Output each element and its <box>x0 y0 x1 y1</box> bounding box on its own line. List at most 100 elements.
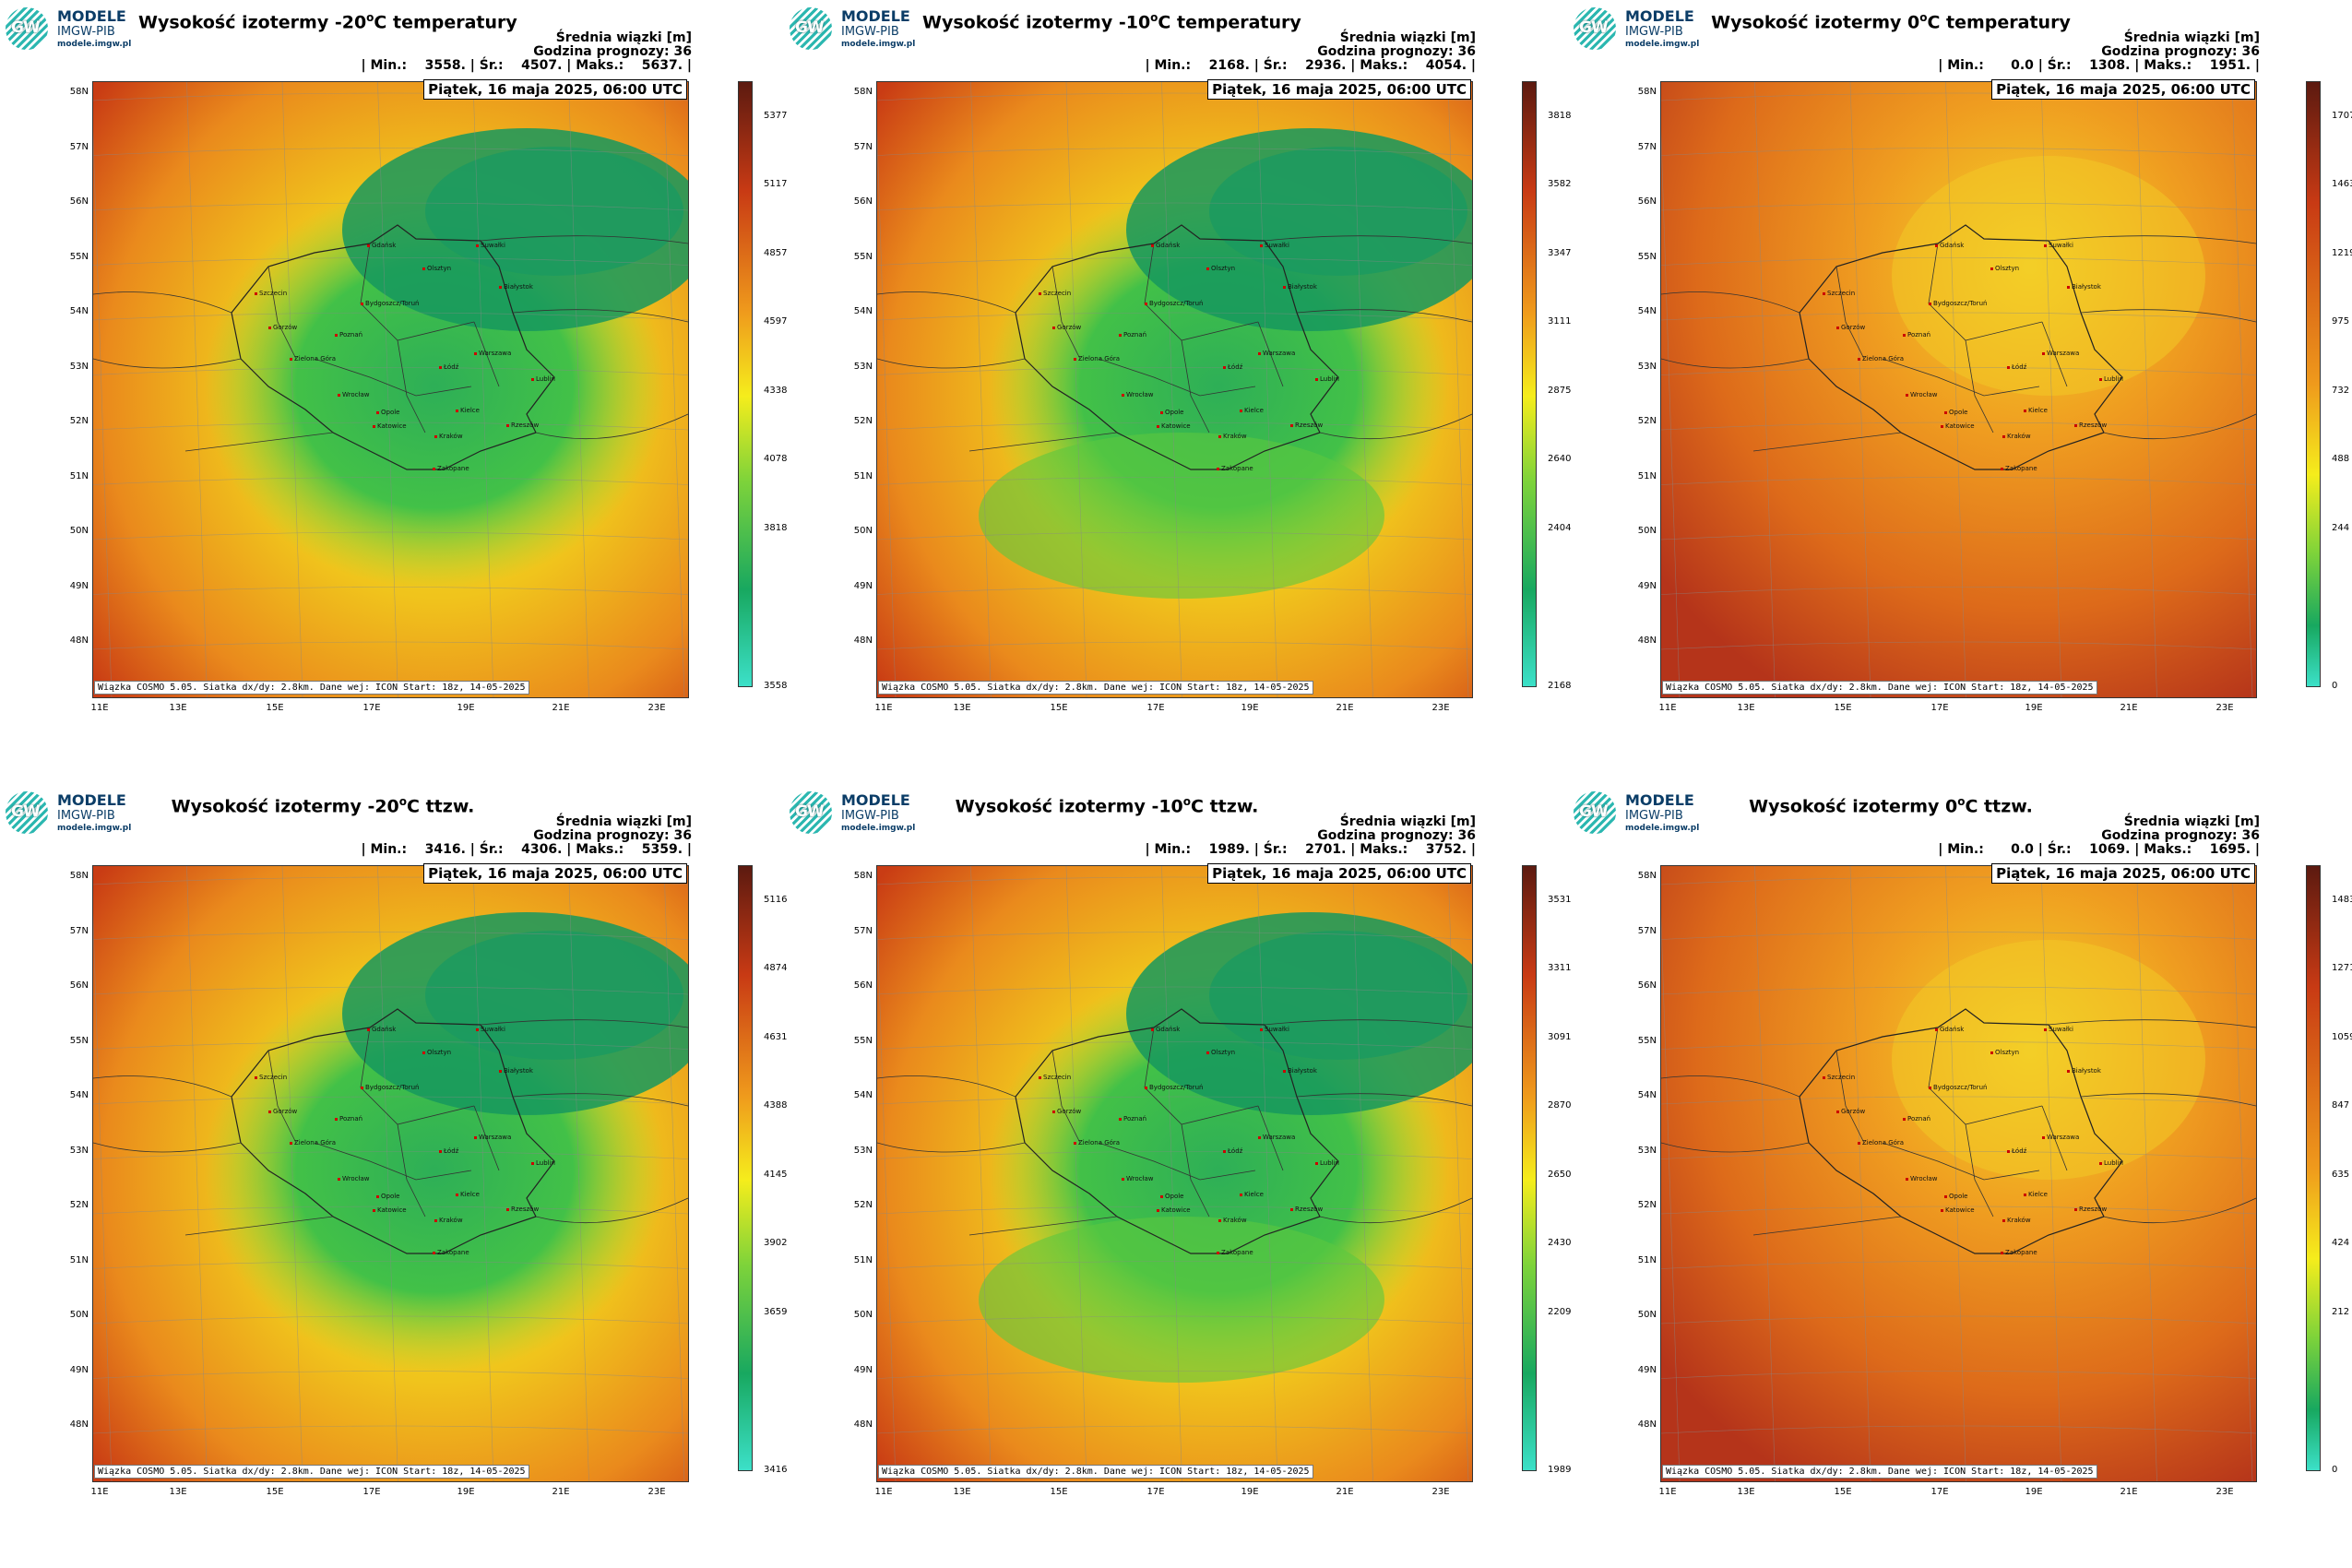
average-label: Średnia wiązki [m] <box>555 814 692 829</box>
lat-label: 50N <box>1637 1310 1657 1320</box>
valid-date: Piątek, 16 maja 2025, 06:00 UTC <box>1207 863 1471 884</box>
color-scale-label: 732 <box>2332 386 2350 396</box>
city-label: Poznań <box>335 331 362 339</box>
lat-label: 53N <box>69 1145 89 1156</box>
lon-label: 23E <box>1431 1487 1450 1497</box>
valid-date: Piątek, 16 maja 2025, 06:00 UTC <box>423 79 687 100</box>
city-label: Zakopane <box>433 1249 469 1256</box>
color-scale-label: 4597 <box>764 316 788 327</box>
lat-label: 48N <box>853 636 873 646</box>
lon-label: 17E <box>1930 703 1949 713</box>
lon-label: 21E <box>552 703 570 713</box>
logo-line2: IMGW-PIB <box>1625 25 1683 39</box>
lon-label: 23E <box>2215 703 2234 713</box>
color-scale-label: 3347 <box>1548 248 1572 258</box>
city-label: Olsztyn <box>422 1049 451 1056</box>
panel-title: Wysokość izotermy -10oC temperatury <box>922 11 1301 33</box>
city-label: Łódź <box>1223 1147 1242 1155</box>
city-label: Poznań <box>1119 331 1146 339</box>
map-area: Gdańsk Olsztyn Suwałki Białystok Szczecin Byd… <box>1660 865 2257 1482</box>
city-label: Gdańsk <box>1935 242 1964 249</box>
map-area: Gdańsk Olsztyn Suwałki Białystok Szczecin Byd… <box>876 865 1473 1482</box>
average-label: Średnia wiązki [m] <box>2123 814 2260 829</box>
city-label: Lublin <box>2099 375 2123 383</box>
color-scale-label: 1059 <box>2332 1032 2352 1042</box>
map-area: Gdańsk Olsztyn Suwałki Białystok Szczecin Byd… <box>92 81 689 698</box>
city-label: Warszawa <box>2042 1134 2079 1141</box>
city-label: Zakopane <box>1217 1249 1253 1256</box>
lat-label: 52N <box>69 416 89 426</box>
color-scale-label: 424 <box>2332 1238 2350 1248</box>
city-label: Bydgoszcz/Toruń <box>1145 300 1203 307</box>
model-footer: Wiązka COSMO 5.05. Siatka dx/dy: 2.8km. … <box>878 681 1313 695</box>
stats-block: Średnia wiązki [m] Godzina prognozy: 36 … <box>1146 815 1477 857</box>
lat-label: 57N <box>69 925 89 936</box>
logo-line1: MODELE <box>1625 791 1694 809</box>
city-label: Lublin <box>531 1159 555 1167</box>
lon-label: 21E <box>1336 703 1354 713</box>
lat-label: 50N <box>69 526 89 536</box>
panel-title: Wysokość izotermy 0oC ttzw. <box>1749 795 2033 817</box>
lat-label: 57N <box>1637 141 1657 152</box>
color-scale-label: 3558 <box>764 681 788 691</box>
lon-label: 17E <box>362 1487 381 1497</box>
city-label: Rzeszów <box>506 1206 539 1213</box>
city-label: Zielona Góra <box>1074 1139 1120 1146</box>
lon-label: 17E <box>1146 1487 1165 1497</box>
lon-label: 13E <box>169 703 187 713</box>
city-label: Kielce <box>1240 407 1264 414</box>
lat-label: 56N <box>853 980 873 991</box>
lon-label: 15E <box>266 1487 284 1497</box>
city-label: Gorzów <box>1052 1108 1081 1115</box>
valid-date: Piątek, 16 maja 2025, 06:00 UTC <box>423 863 687 884</box>
model-footer: Wiązka COSMO 5.05. Siatka dx/dy: 2.8km. … <box>1662 1465 2097 1479</box>
lat-label: 50N <box>69 1310 89 1320</box>
logo-mark: GW <box>795 18 825 37</box>
color-scale-label: 4631 <box>764 1032 788 1042</box>
city-label: Warszawa <box>1258 1134 1295 1141</box>
city-label: Poznań <box>1903 1115 1930 1123</box>
imgw-logo: GW MODELE IMGW-PIB modele.imgw.pl <box>1574 6 1730 50</box>
lat-label: 56N <box>853 196 873 207</box>
logo-line1: MODELE <box>57 791 126 809</box>
stats-block: Średnia wiązki [m] Godzina prognozy: 36 … <box>1938 31 2260 73</box>
lat-label: 57N <box>853 925 873 936</box>
lat-label: 49N <box>1637 1364 1657 1375</box>
city-label: Łódź <box>2007 363 2026 371</box>
lat-label: 48N <box>1637 1420 1657 1430</box>
lon-label: 13E <box>1737 1487 1755 1497</box>
color-scale-label: 3902 <box>764 1238 788 1248</box>
lat-label: 57N <box>69 141 89 152</box>
panel-title: Wysokość izotermy -20oC ttzw. <box>171 795 475 817</box>
lat-label: 50N <box>1637 526 1657 536</box>
lon-label: 23E <box>647 703 666 713</box>
color-scale-label: 5116 <box>764 895 788 905</box>
color-scale-label: 3531 <box>1548 895 1572 905</box>
imgw-logo: GW MODELE IMGW-PIB modele.imgw.pl <box>6 6 162 50</box>
model-footer: Wiązka COSMO 5.05. Siatka dx/dy: 2.8km. … <box>878 1465 1313 1479</box>
panel-title: Wysokość izotermy 0oC temperatury <box>1711 11 2071 33</box>
city-label: Zakopane <box>2001 1249 2037 1256</box>
lon-label: 13E <box>953 1487 971 1497</box>
logo-mark: GW <box>795 802 825 821</box>
city-label: Gdańsk <box>1935 1026 1964 1033</box>
lon-label: 17E <box>1930 1487 1949 1497</box>
city-label: Opole <box>1160 1193 1184 1200</box>
city-label: Bydgoszcz/Toruń <box>1929 1084 1987 1091</box>
logo-line1: MODELE <box>841 791 910 809</box>
lat-label: 58N <box>1637 871 1657 881</box>
city-label: Gdańsk <box>1151 1026 1180 1033</box>
city-label: Warszawa <box>1258 350 1295 357</box>
panel-title: Wysokość izotermy -10oC ttzw. <box>955 795 1259 817</box>
logo-url: modele.imgw.pl <box>841 40 916 49</box>
average-label: Średnia wiązki [m] <box>1339 30 1476 45</box>
lat-label: 51N <box>1637 1254 1657 1265</box>
color-scale-label: 3582 <box>1548 179 1572 189</box>
city-label: Zakopane <box>2001 465 2037 472</box>
map-area: Gdańsk Olsztyn Suwałki Białystok Szczecin Byd… <box>1660 81 2257 698</box>
city-label: Łódź <box>439 1147 458 1155</box>
forecast-panel: GW MODELE IMGW-PIB modele.imgw.pl Wysoko… <box>0 784 788 1568</box>
city-label: Szczecin <box>255 1074 287 1081</box>
color-scale-label: 5377 <box>764 111 788 121</box>
